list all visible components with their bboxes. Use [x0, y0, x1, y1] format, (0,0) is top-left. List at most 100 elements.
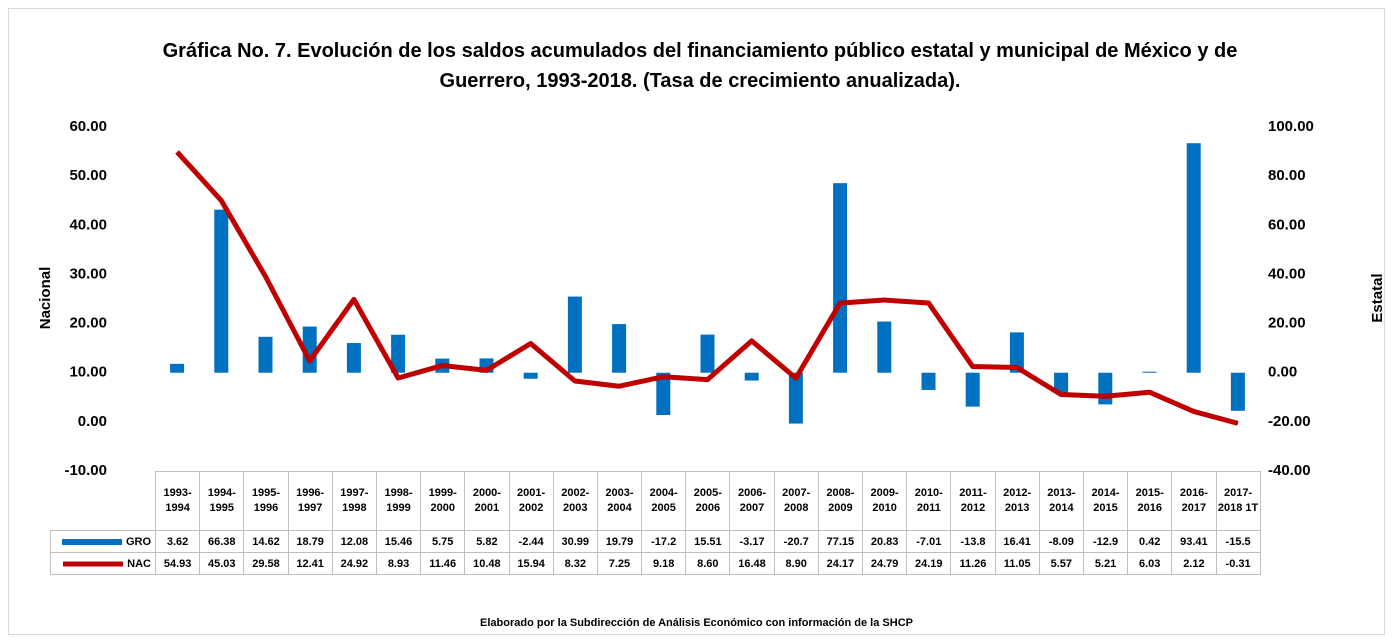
y2-tick-label: 20.00 — [1268, 315, 1306, 332]
data-label: 5.21 — [1082, 552, 1129, 575]
data-label: 15.46 — [375, 530, 422, 553]
data-label: 6.03 — [1127, 552, 1173, 575]
data-label: 24.19 — [906, 552, 952, 575]
data-label: 12.41 — [287, 552, 333, 575]
category-label: 2014-2015 — [1082, 471, 1129, 531]
y-tick-label: -10.00 — [64, 462, 107, 479]
data-label: 7.25 — [596, 552, 643, 575]
data-label: -2.44 — [508, 530, 554, 553]
bar — [965, 372, 980, 407]
data-label: 5.75 — [420, 530, 466, 553]
data-label: 16.41 — [994, 530, 1040, 553]
data-label: 3.62 — [154, 530, 201, 553]
y2-tick-label: 80.00 — [1268, 167, 1306, 184]
legend-label: GRO — [125, 535, 151, 548]
category-label: 2002-2003 — [552, 471, 598, 531]
legend-cell: NAC — [50, 552, 156, 575]
bar — [744, 372, 759, 381]
data-label: 5.57 — [1038, 552, 1084, 575]
data-label: -0.31 — [1215, 552, 1261, 575]
category-label: 2006-2007 — [729, 471, 775, 531]
category-label: 2003-2004 — [596, 471, 643, 531]
table-corner — [51, 472, 156, 531]
category-label: 1999-2000 — [420, 471, 466, 531]
y-tick-label: 20.00 — [69, 315, 107, 332]
bar — [921, 372, 936, 390]
bar — [1142, 371, 1157, 373]
bar — [1098, 372, 1113, 405]
data-label: 8.90 — [773, 552, 819, 575]
data-label: 2.12 — [1171, 552, 1217, 575]
category-label: 2012-2013 — [994, 471, 1040, 531]
data-label: 10.48 — [464, 552, 510, 575]
data-label: 24.17 — [817, 552, 864, 575]
data-label: 18.79 — [287, 530, 333, 553]
data-label: 15.51 — [685, 530, 731, 553]
bar — [877, 321, 892, 373]
legend-swatch — [61, 538, 122, 545]
line — [175, 150, 1239, 426]
data-label: 66.38 — [199, 530, 245, 553]
y-tick-label: 30.00 — [69, 265, 107, 282]
y-tick-label: 40.00 — [69, 216, 107, 233]
data-label: 11.46 — [420, 552, 466, 575]
data-label: 19.79 — [596, 530, 643, 553]
y-axis-title: Nacional — [37, 267, 54, 330]
category-label: 2015-2016 — [1127, 471, 1173, 531]
bar — [833, 183, 848, 373]
chart-title: Gráfica No. 7. Evolución de los saldos a… — [162, 40, 1238, 92]
category-label: 1993-1994 — [154, 471, 201, 531]
data-label: 93.41 — [1171, 530, 1217, 553]
legend-cell: GRO — [50, 530, 156, 553]
legend-key — [63, 561, 124, 567]
category-label: 2001-2002 — [508, 471, 554, 531]
y-tick-label: 50.00 — [69, 167, 107, 184]
bar — [214, 209, 229, 373]
data-label: 16.48 — [729, 552, 775, 575]
category-label: 2017-2018 1T — [1215, 471, 1261, 531]
data-label: 77.15 — [817, 530, 864, 553]
legend-key — [61, 538, 122, 545]
table-row: NAC 54.93 45.03 29.58 12.41 24.92 8.93 11.46 10.… — [50, 552, 1261, 575]
data-label: 8.32 — [552, 552, 598, 575]
data-label: 8.60 — [685, 552, 731, 575]
data-label: 30.99 — [552, 530, 598, 553]
bar — [1009, 332, 1024, 373]
data-label: 45.03 — [199, 552, 245, 575]
data-table: 1993-1994 1994-1995 1995-1996 1996-1997 1997… — [50, 471, 1261, 575]
table-header-row: 1993-1994 1994-1995 1995-1996 1996-1997 1997… — [51, 471, 1261, 531]
y2-tick-label: 0.00 — [1268, 364, 1297, 381]
category-label: 1997-1998 — [331, 471, 377, 531]
y2-tick-label: -20.00 — [1268, 413, 1311, 430]
data-label: -8.09 — [1038, 530, 1084, 553]
table-row: GRO 3.62 66.38 14.62 18.79 12.08 15.46 5.75 5.82… — [50, 530, 1261, 553]
bar — [302, 326, 317, 373]
data-label: 24.92 — [331, 552, 377, 575]
data-label: 0.42 — [1127, 530, 1173, 553]
y2-tick-label: 100.00 — [1268, 118, 1314, 135]
bar — [170, 363, 185, 373]
data-label: 54.93 — [154, 552, 201, 575]
bar — [788, 372, 803, 424]
y-tick-label: 10.00 — [69, 364, 107, 381]
data-label: 8.93 — [375, 552, 422, 575]
category-label: 1996-1997 — [287, 471, 333, 531]
data-label: 11.05 — [994, 552, 1040, 575]
legend-label: NAC — [127, 557, 151, 570]
data-label: -7.01 — [906, 530, 952, 553]
data-label: 15.94 — [508, 552, 554, 575]
y2-tick-label: -40.00 — [1268, 462, 1311, 479]
data-label: 14.62 — [243, 530, 289, 553]
category-label: 2005-2006 — [685, 471, 731, 531]
category-label: 2009-2010 — [861, 471, 908, 531]
y2-tick-label: 40.00 — [1268, 265, 1306, 282]
bar — [1054, 372, 1069, 393]
data-label: -15.5 — [1215, 530, 1261, 553]
category-label: 2016-2017 — [1171, 471, 1217, 531]
data-label: 24.79 — [861, 552, 908, 575]
category-label: 2011-2012 — [950, 471, 996, 531]
y2-axis-title: Estatal — [1369, 273, 1386, 322]
bar — [391, 334, 406, 373]
category-label: 2000-2001 — [464, 471, 510, 531]
